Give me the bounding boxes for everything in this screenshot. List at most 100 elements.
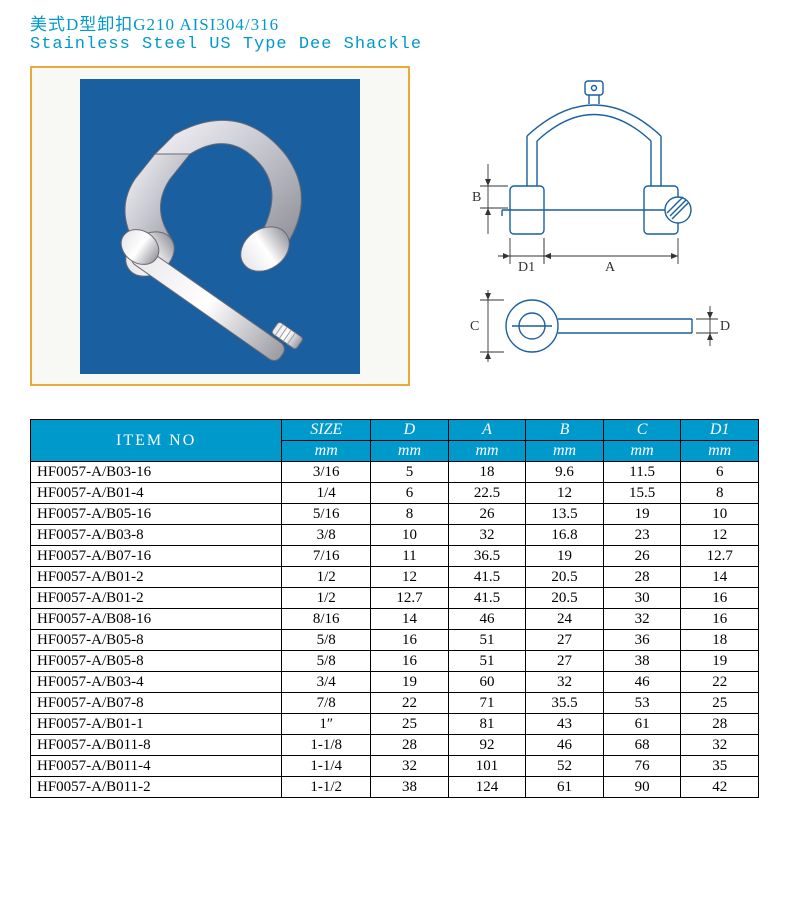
cell-itemno: HF0057-A/B03-16 — [31, 462, 282, 483]
table-row: HF0057-A/B01-21/212.741.520.53016 — [31, 588, 759, 609]
cell-value: 92 — [448, 735, 526, 756]
col-C: C — [603, 420, 681, 441]
cell-value: 8 — [371, 504, 449, 525]
title-chinese: 美式D型卸扣G210 AISI304/316 — [30, 10, 759, 35]
unit-B: mm — [526, 441, 604, 462]
cell-value: 38 — [371, 777, 449, 798]
cell-value: 12.7 — [681, 546, 759, 567]
cell-value: 24 — [526, 609, 604, 630]
cell-itemno: HF0057-A/B011-8 — [31, 735, 282, 756]
cell-value: 3/8 — [282, 525, 371, 546]
cell-value: 19 — [603, 504, 681, 525]
cell-value: 5/8 — [282, 630, 371, 651]
table-row: HF0057-A/B07-167/161136.5192612.7 — [31, 546, 759, 567]
cell-value: 5/16 — [282, 504, 371, 525]
cell-value: 7/16 — [282, 546, 371, 567]
cell-value: 35.5 — [526, 693, 604, 714]
cell-value: 36 — [603, 630, 681, 651]
table-row: HF0057-A/B011-21-1/238124619042 — [31, 777, 759, 798]
cell-value: 6 — [371, 483, 449, 504]
cell-value: 14 — [681, 567, 759, 588]
cell-value: 35 — [681, 756, 759, 777]
cell-value: 61 — [526, 777, 604, 798]
cell-value: 16 — [371, 651, 449, 672]
cell-itemno: HF0057-A/B01-4 — [31, 483, 282, 504]
cell-value: 46 — [526, 735, 604, 756]
cell-value: 46 — [448, 609, 526, 630]
table-row: HF0057-A/B05-165/1682613.51910 — [31, 504, 759, 525]
cell-value: 6 — [681, 462, 759, 483]
cell-value: 1-1/4 — [282, 756, 371, 777]
cell-value: 19 — [371, 672, 449, 693]
title-block: 美式D型卸扣G210 AISI304/316 Stainless Steel U… — [30, 10, 759, 54]
dim-label-D: D — [720, 319, 730, 334]
cell-value: 15.5 — [603, 483, 681, 504]
cell-value: 25 — [371, 714, 449, 735]
table-row: HF0057-A/B01-11″2581436128 — [31, 714, 759, 735]
unit-D: mm — [371, 441, 449, 462]
figure-row: B D1 A C D — [30, 66, 759, 401]
table-row: HF0057-A/B05-85/81651273819 — [31, 651, 759, 672]
cell-value: 12 — [681, 525, 759, 546]
cell-value: 61 — [603, 714, 681, 735]
col-D1: D1 — [681, 420, 759, 441]
cell-value: 1/4 — [282, 483, 371, 504]
cell-value: 16.8 — [526, 525, 604, 546]
col-A: A — [448, 420, 526, 441]
table-row: HF0057-A/B01-21/21241.520.52814 — [31, 567, 759, 588]
table-row: HF0057-A/B05-85/81651273618 — [31, 630, 759, 651]
table-row: HF0057-A/B07-87/8227135.55325 — [31, 693, 759, 714]
cell-value: 41.5 — [448, 567, 526, 588]
cell-value: 12 — [526, 483, 604, 504]
cell-value: 28 — [603, 567, 681, 588]
cell-value: 27 — [526, 651, 604, 672]
cell-value: 81 — [448, 714, 526, 735]
cell-value: 11 — [371, 546, 449, 567]
cell-value: 90 — [603, 777, 681, 798]
unit-A: mm — [448, 441, 526, 462]
cell-value: 22 — [371, 693, 449, 714]
table-row: HF0057-A/B011-41-1/432101527635 — [31, 756, 759, 777]
cell-value: 1/2 — [282, 588, 371, 609]
cell-itemno: HF0057-A/B07-16 — [31, 546, 282, 567]
cell-value: 41.5 — [448, 588, 526, 609]
unit-C: mm — [603, 441, 681, 462]
cell-value: 25 — [681, 693, 759, 714]
cell-itemno: HF0057-A/B01-1 — [31, 714, 282, 735]
spec-table: ITEM NO SIZE D A B C D1 mm mm mm mm mm m… — [30, 419, 759, 798]
cell-value: 22 — [681, 672, 759, 693]
cell-value: 8 — [681, 483, 759, 504]
cell-value: 23 — [603, 525, 681, 546]
cell-itemno: HF0057-A/B05-16 — [31, 504, 282, 525]
cell-value: 32 — [371, 756, 449, 777]
cell-value: 36.5 — [448, 546, 526, 567]
cell-value: 32 — [603, 609, 681, 630]
cell-itemno: HF0057-A/B011-2 — [31, 777, 282, 798]
cell-value: 51 — [448, 630, 526, 651]
title-english: Stainless Steel US Type Dee Shackle — [30, 35, 759, 54]
cell-value: 68 — [603, 735, 681, 756]
product-photo-frame — [30, 66, 410, 386]
cell-value: 19 — [681, 651, 759, 672]
cell-value: 10 — [681, 504, 759, 525]
col-D: D — [371, 420, 449, 441]
product-photo — [80, 79, 360, 374]
table-row: HF0057-A/B03-83/8103216.82312 — [31, 525, 759, 546]
cell-value: 53 — [603, 693, 681, 714]
cell-itemno: HF0057-A/B03-8 — [31, 525, 282, 546]
spec-table-head: ITEM NO SIZE D A B C D1 mm mm mm mm mm m… — [31, 420, 759, 462]
cell-value: 11.5 — [603, 462, 681, 483]
cell-value: 16 — [371, 630, 449, 651]
cell-itemno: HF0057-A/B07-8 — [31, 693, 282, 714]
cell-value: 12.7 — [371, 588, 449, 609]
cell-value: 3/4 — [282, 672, 371, 693]
cell-value: 32 — [526, 672, 604, 693]
cell-value: 8/16 — [282, 609, 371, 630]
cell-value: 26 — [448, 504, 526, 525]
dim-label-C: C — [470, 319, 479, 334]
cell-value: 51 — [448, 651, 526, 672]
cell-value: 20.5 — [526, 588, 604, 609]
cell-value: 124 — [448, 777, 526, 798]
cell-value: 101 — [448, 756, 526, 777]
cell-value: 5/8 — [282, 651, 371, 672]
